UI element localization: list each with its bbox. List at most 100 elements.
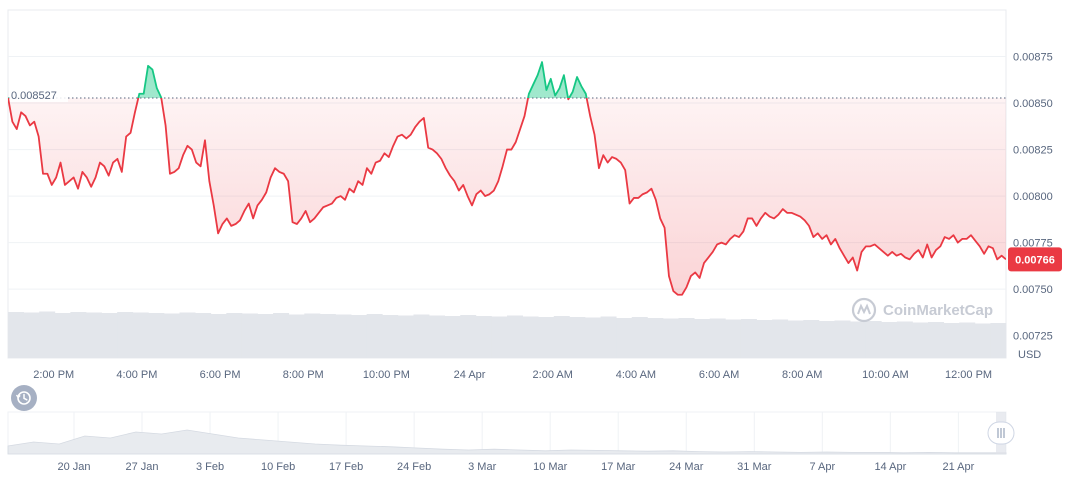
volume-bar [850, 321, 867, 358]
x-axis: 2:00 PM 4:00 PM 6:00 PM 8:00 PM 10:00 PM 24 A… [33, 369, 992, 381]
volume-bar [600, 316, 617, 358]
volume-bar [23, 312, 40, 358]
navigator-date-label: 3 Feb [196, 461, 224, 473]
x-tick-label: 4:00 AM [616, 369, 656, 381]
y-axis: 0.00725 0.00750 0.00775 0.00800 0.00825 0.008… [1013, 52, 1053, 343]
volume-bar [304, 313, 321, 358]
volume-bar [959, 322, 976, 358]
volume-bar [148, 313, 165, 358]
y-tick-label: 0.00775 [1013, 238, 1053, 250]
currency-label: USD [1018, 349, 1041, 361]
watermark: CoinMarketCap [851, 297, 993, 323]
volume-bar [210, 314, 227, 358]
navigator-date-label: 24 Mar [669, 461, 704, 473]
volume-bar [39, 311, 56, 358]
volume-bar [631, 317, 648, 358]
navigator-date-label: 7 Apr [809, 461, 835, 473]
volume-bar [834, 320, 851, 358]
volume-bar [195, 313, 212, 358]
reference-line: 0.008527 [8, 89, 1006, 103]
y-tick-label: 0.00750 [1013, 284, 1053, 296]
navigator-date-label: 21 Apr [942, 461, 974, 473]
volume-bar [990, 323, 1007, 358]
volume-bar [257, 314, 274, 358]
y-tick-label: 0.00875 [1013, 52, 1053, 64]
navigator-area [7, 429, 1007, 455]
navigator-handle[interactable] [987, 412, 1015, 454]
navigator-date-label: 20 Jan [57, 461, 90, 473]
volume-bar [366, 314, 383, 358]
volume-bar [179, 312, 196, 358]
navigator-date-label: 17 Feb [329, 461, 363, 473]
volume-bar [54, 313, 71, 358]
navigator-date-label: 14 Apr [874, 461, 906, 473]
x-tick-label: 8:00 AM [782, 369, 822, 381]
navigator-date-label: 17 Mar [601, 461, 636, 473]
current-price-value: 0.00766 [1015, 254, 1055, 266]
navigator-date-label: 27 Jan [126, 461, 159, 473]
volume-bars [8, 311, 1007, 358]
volume-bar [70, 312, 87, 358]
volume-bar [584, 317, 601, 358]
volume-bar [163, 313, 180, 358]
drag-handle-icon [997, 428, 1005, 438]
volume-bar [772, 319, 789, 358]
x-tick-label: 4:00 PM [116, 369, 157, 381]
watermark-text: CoinMarketCap [883, 302, 993, 319]
volume-bar [241, 313, 258, 358]
volume-bar [943, 323, 960, 358]
x-tick-label: 2:00 AM [533, 369, 573, 381]
volume-bar [413, 314, 430, 358]
x-tick-label: 2:00 PM [33, 369, 74, 381]
y-tick-label: 0.00850 [1013, 98, 1053, 110]
volume-bar [522, 316, 539, 358]
coinmarketcap-logo-icon [851, 297, 877, 323]
current-price-badge-bg [1008, 247, 1062, 272]
navigator-date-label: 31 Mar [737, 461, 772, 473]
volume-bar [273, 313, 290, 358]
volume-bar [507, 315, 523, 358]
volume-bar [132, 312, 149, 358]
volume-bar [335, 314, 352, 358]
volume-bar [709, 318, 726, 358]
volume-bar [740, 319, 757, 358]
volume-bar [444, 316, 461, 358]
navigator-date-label: 10 Feb [261, 461, 295, 473]
volume-bar [319, 314, 336, 358]
volume-bar [881, 322, 898, 358]
reference-value-label: 0.008527 [11, 90, 57, 102]
volume-bar [725, 319, 742, 358]
volume-bar [569, 317, 586, 358]
navigator-labels: 20 Jan 27 Jan 3 Feb 10 Feb 17 Feb 24 Feb 3 Mar… [57, 461, 974, 473]
volume-bar [475, 316, 492, 358]
volume-bar [912, 322, 929, 358]
volume-bar [8, 312, 24, 358]
volume-bar [117, 312, 134, 358]
volume-bar [538, 317, 555, 358]
volume-bar [397, 315, 414, 358]
y-tick-label: 0.00725 [1013, 331, 1053, 343]
x-tick-label: 10:00 PM [363, 369, 410, 381]
x-tick-label: 10:00 AM [862, 369, 908, 381]
volume-bar [662, 318, 679, 358]
x-tick-label: 8:00 PM [283, 369, 324, 381]
x-tick-label: 24 Apr [454, 369, 486, 381]
volume-bar [288, 314, 305, 358]
volume-bar [647, 318, 664, 358]
price-line-below [8, 98, 1006, 296]
volume-bar [865, 321, 882, 358]
history-button[interactable] [11, 385, 37, 411]
volume-bar [818, 321, 835, 358]
y-tick-label: 0.00800 [1013, 191, 1053, 203]
volume-bar [803, 320, 820, 358]
volume-bar [974, 323, 991, 358]
volume-bar [491, 316, 508, 358]
navigator-date-label: 24 Feb [397, 461, 431, 473]
volume-bar [429, 315, 446, 358]
navigator-date-label: 10 Mar [533, 461, 568, 473]
x-tick-label: 6:00 PM [200, 369, 241, 381]
current-price-badge: 0.00766 [1008, 247, 1062, 272]
volume-bar [678, 318, 695, 358]
history-icon [15, 391, 31, 405]
